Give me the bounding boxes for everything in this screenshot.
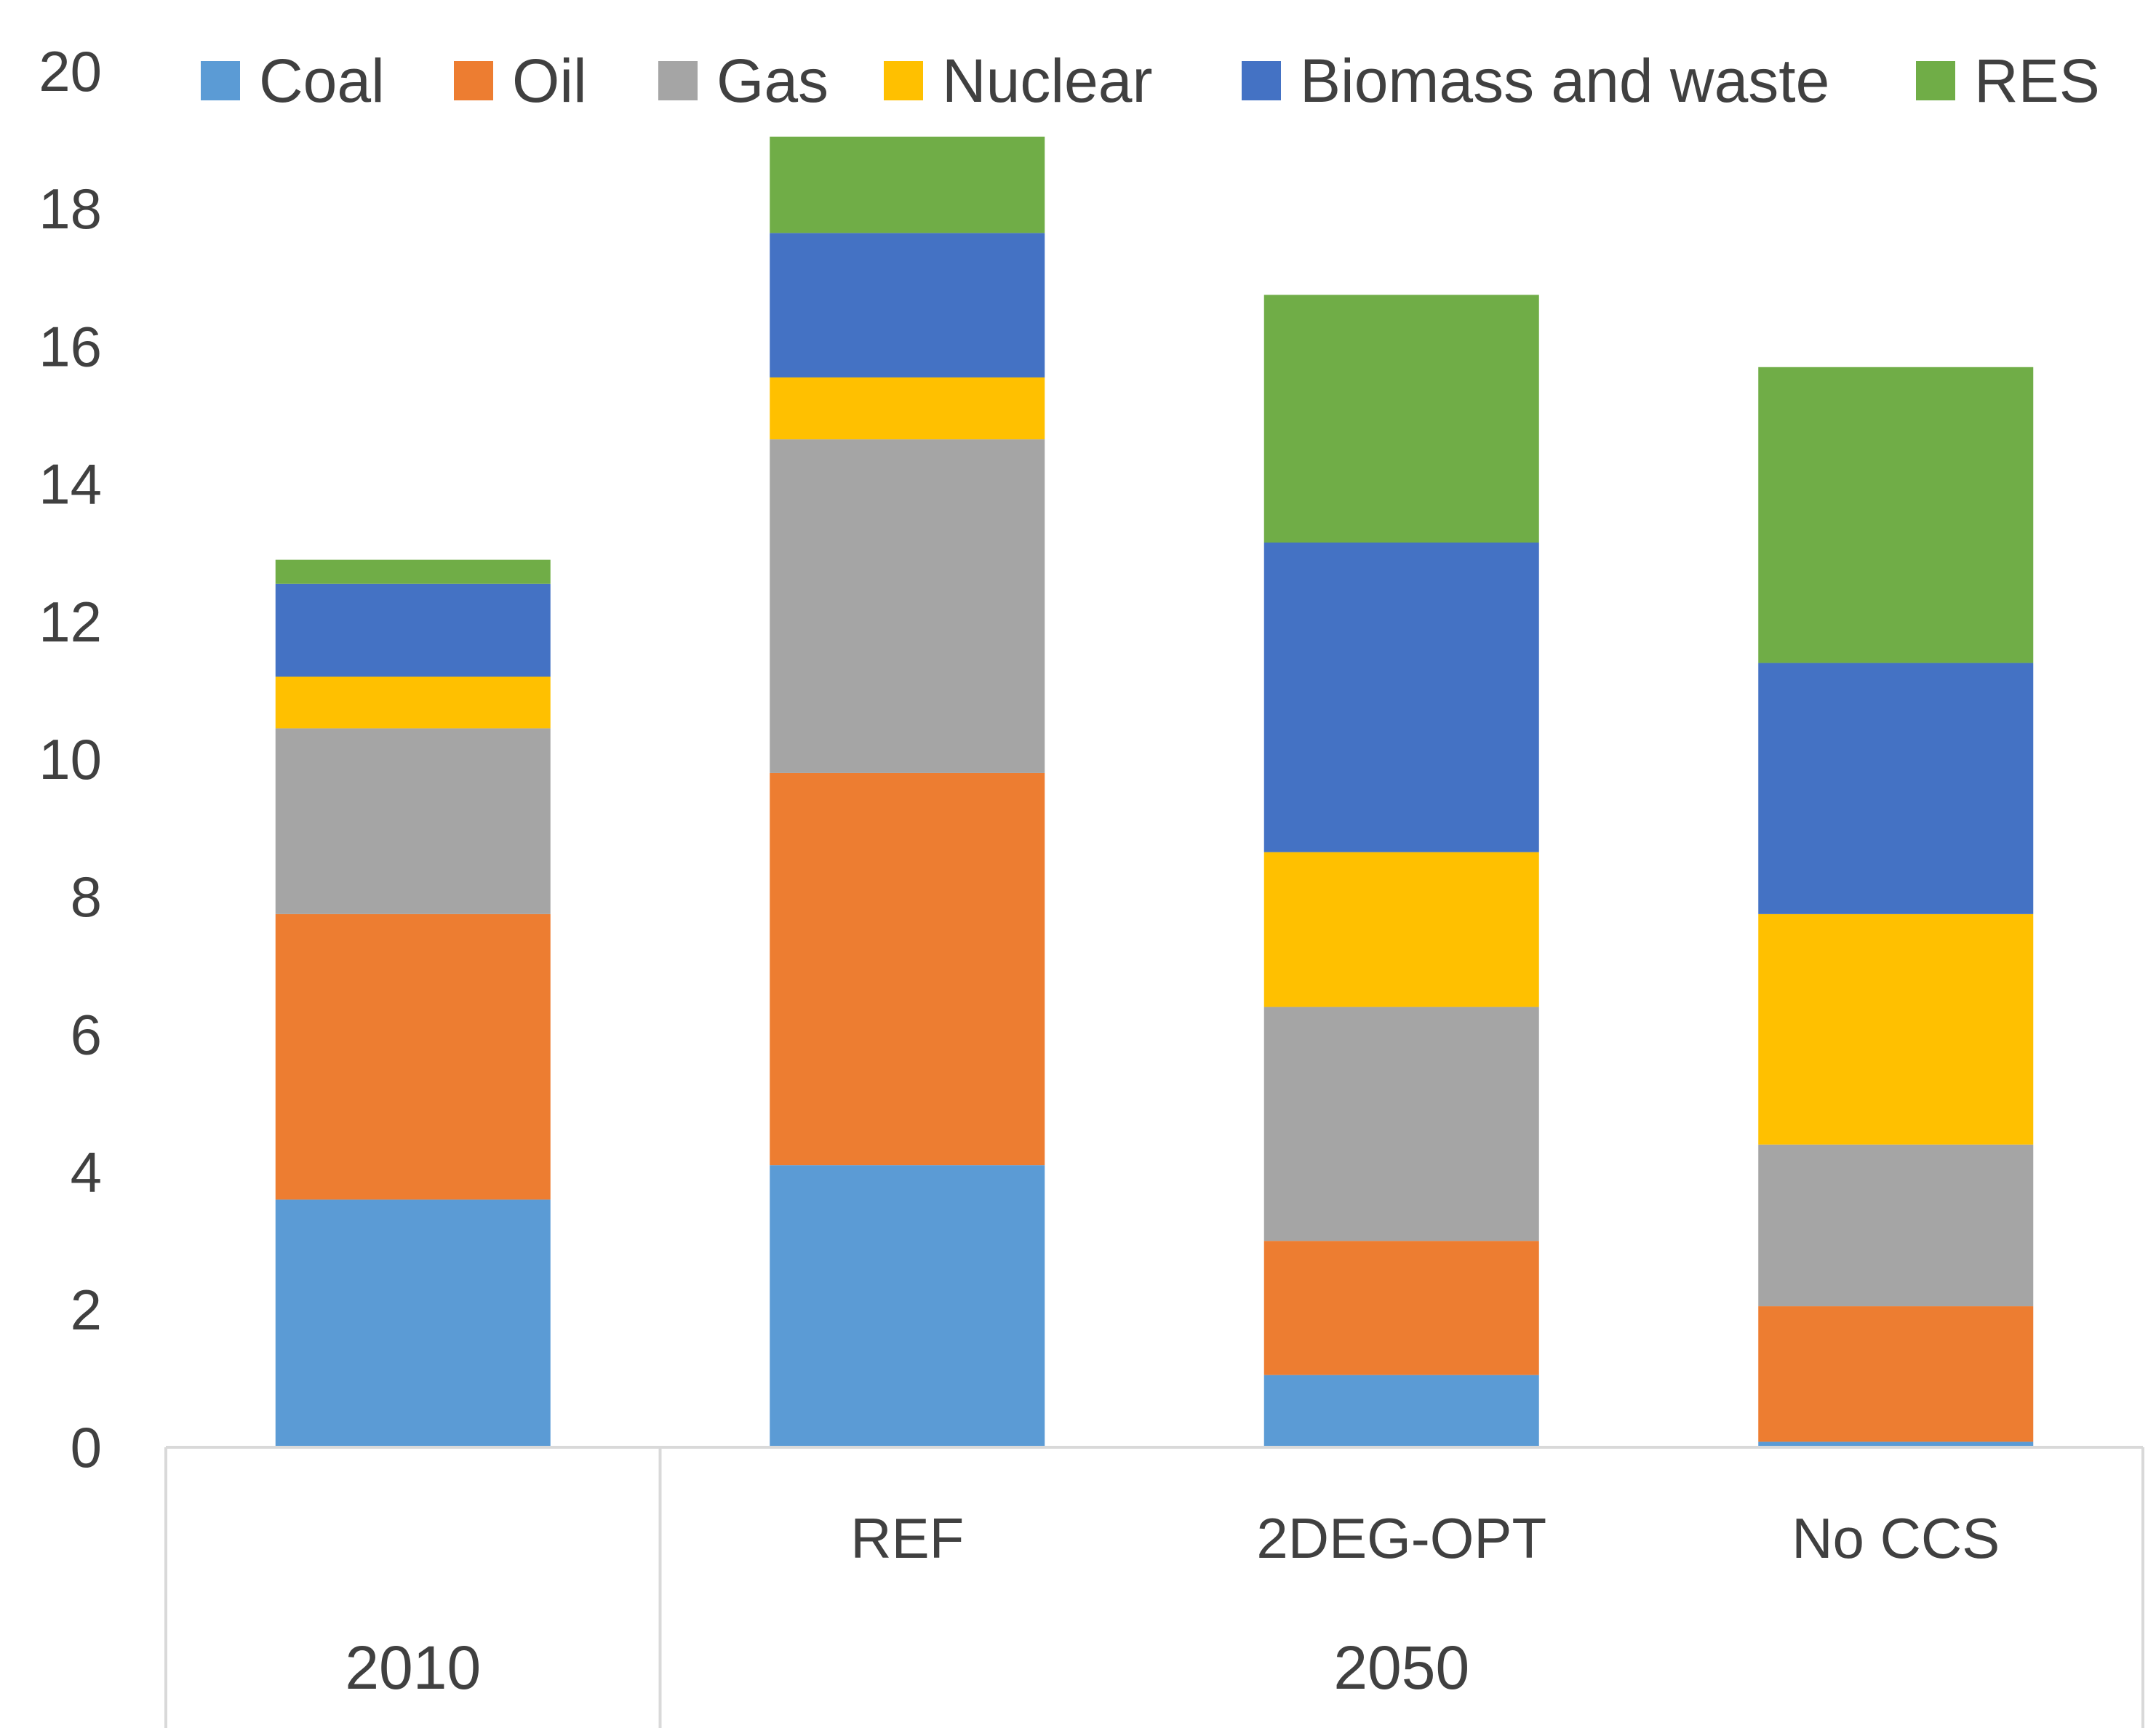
legend-label-res: RES [1974,47,2100,115]
legend: Coal Oil Gas Nuclear Biomass and waste RES [201,47,2100,115]
x-category-label: No CCS [1792,1506,2000,1570]
bar-segment-gas-ref [770,439,1045,773]
legend-swatch-nuclear [884,61,923,100]
y-tick-label: 14 [39,452,102,516]
x-group-label: 2050 [1333,1633,1469,1702]
bar-segment-biomass-and-waste-ref [770,233,1045,377]
bar-segment-biomass-and-waste-cat0 [275,583,551,677]
legend-label-gas: Gas [716,47,829,115]
bar-segment-gas-2deg-opt [1263,1007,1539,1241]
legend-label-oil: Oil [512,47,587,115]
bar-segment-gas-cat0 [275,728,551,914]
bar-segment-coal-no-ccs [1758,1441,2034,1447]
y-tick-label: 6 [71,1002,102,1066]
x-category-label: REF [850,1506,964,1570]
y-tick-label: 18 [39,177,102,241]
bar-segment-res-cat0 [275,559,551,584]
x-axis: REF 2DEG-OPT No CCS 2010 2050 [164,1446,2144,1728]
y-tick-label: 20 [39,39,102,103]
legend-label-biomass-and-waste: Biomass and waste [1300,47,1829,115]
bar-segment-oil-ref [770,772,1045,1166]
x-category-label: 2DEG-OPT [1256,1506,1546,1570]
bar-segment-oil-2deg-opt [1263,1241,1539,1375]
legend-swatch-res [1916,61,1955,100]
bar-segment-res-ref [770,136,1045,233]
y-tick-label: 16 [39,314,102,378]
x-group-label: 2010 [345,1633,481,1702]
y-tick-label: 12 [39,590,102,654]
y-tick-label: 4 [71,1140,102,1204]
bar-segment-nuclear-no-ccs [1758,913,2034,1145]
bar-segment-coal-cat0 [275,1199,551,1447]
bar-segment-res-no-ccs [1758,367,2034,663]
y-axis: 0 2 4 6 8 10 12 14 16 18 20 [39,39,102,1479]
bar-segment-gas-no-ccs [1758,1144,2034,1307]
bars [275,136,2034,1447]
bar-segment-nuclear-ref [770,377,1045,440]
bar-segment-nuclear-cat0 [275,676,551,729]
y-tick-label: 2 [71,1278,102,1342]
y-tick-label: 10 [39,727,102,791]
bar-segment-biomass-and-waste-2deg-opt [1263,543,1539,852]
bar-segment-coal-ref [770,1165,1045,1447]
legend-swatch-coal [201,61,240,100]
bar-segment-coal-2deg-opt [1263,1375,1539,1447]
bar-segment-nuclear-2deg-opt [1263,852,1539,1007]
legend-swatch-oil [454,61,493,100]
legend-label-coal: Coal [259,47,385,115]
legend-swatch-biomass-and-waste [1242,61,1281,100]
legend-label-nuclear: Nuclear [942,47,1152,115]
bar-segment-biomass-and-waste-no-ccs [1758,663,2034,914]
bar-segment-oil-no-ccs [1758,1306,2034,1442]
bar-segment-res-2deg-opt [1263,295,1539,543]
y-tick-label: 0 [71,1415,102,1479]
bar-segment-oil-cat0 [275,913,551,1200]
legend-swatch-gas [658,61,698,100]
y-tick-label: 8 [71,865,102,929]
